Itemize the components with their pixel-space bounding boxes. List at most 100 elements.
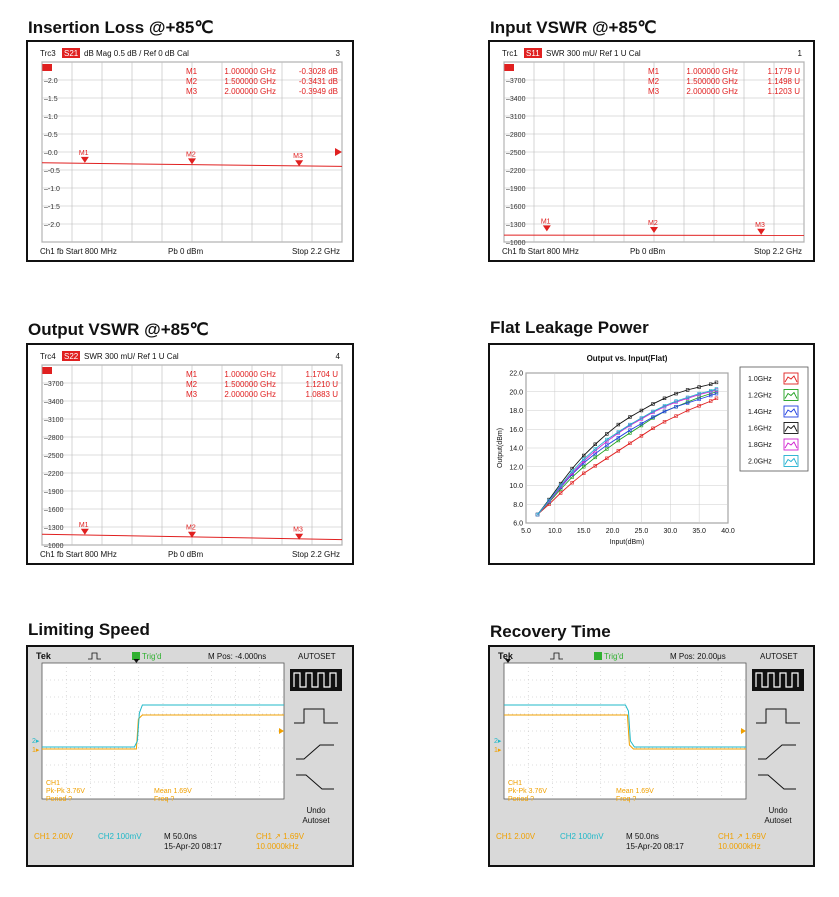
readout-marker: M1 [186,370,198,379]
data-point [616,422,621,427]
y-tick-label: –3100 [506,114,526,121]
ref-badge [42,367,52,374]
y-tick-label: –0.0 [44,150,58,157]
marker-triangle [650,227,658,234]
autoset-undo-label: Autoset [764,816,792,825]
readout-value: 1.1704 U [306,370,339,379]
y-tick-label: –-1.0 [44,186,60,193]
ch2-marker: 2▸ [32,738,40,745]
y-tick-label: –2500 [44,453,64,460]
readout-freq: 1.000000 GHz [224,370,276,379]
data-point [593,447,597,451]
ch1-readout: Pk-Pk 3.76V [508,788,547,795]
status-ch1: CH1 2.00V [496,832,536,841]
output-vswr-svg: Trc4 S22 SWR 300 mU/ Ref 1 U Cal 4 –3700 –340… [40,351,343,559]
data-point [605,432,609,436]
y-tick-label: –2800 [44,435,64,442]
readout-freq: 1.000000 GHz [224,67,276,76]
marker-triangle [295,160,304,167]
data-point [697,385,701,389]
limiting-speed-svg: Tek Trig'd M Pos: -4.000ns AUTOSET 2▸ 1▸ CH1Pk… [32,651,342,851]
readout-value: 1.1210 U [306,380,339,389]
data-point [651,409,655,414]
y-tick-label: –2200 [44,471,64,478]
data-point [662,420,667,424]
trigger-mode-icon [550,652,563,660]
legend-label: 1.8GHz [748,442,772,449]
data-point [558,483,563,488]
square-wave-icon [755,672,799,688]
y-tick-label: –1900 [44,489,64,496]
x-axis-label: Input(dBm) [610,539,645,546]
data-point [639,408,644,413]
data-point [708,393,713,398]
data-point [662,404,667,408]
readout-freq: 1.500000 GHz [686,77,738,86]
ch1-marker: 1▸ [494,747,502,754]
data-point [674,414,678,418]
format-label: dB Mag 0.5 dB / Ref 0 dB Cal [84,49,189,58]
status-date: 15-Apr-20 08:17 [164,842,222,851]
y-tick-label: –2800 [506,132,526,139]
trigger-level-arrow [279,728,284,734]
ch1-readout: CH1 [46,780,60,787]
data-point [708,399,713,403]
input-vswr-chart: Trc1 S11 SWR 300 mU/ Ref 1 U Cal 1 –3700 –340… [488,40,815,262]
ch2-marker: 2▸ [494,738,502,745]
rising-edge-icon [758,744,796,760]
data-point [714,380,719,385]
y-tick-label: –2200 [506,168,526,175]
readout-value: 1.1203 U [768,87,801,96]
marker-label: M2 [648,220,658,227]
y-tick-label: 12.0 [509,464,523,471]
data-point [639,434,644,438]
trigger-level-arrow [741,728,746,734]
ch2-trace [504,704,746,748]
trigger-pos-arrow [133,659,140,663]
x-tick-label: 40.0 [721,528,735,535]
data-point [639,416,644,420]
data-point [714,396,719,401]
m-pos: M Pos: 20.00μs [670,652,726,661]
readout-value: 1.0883 U [306,390,339,399]
ch1-readout: CH1 [508,780,522,787]
output-vswr-chart: Trc4 S22 SWR 300 mU/ Ref 1 U Cal 4 –3700 –340… [26,343,354,565]
ch1-marker: 1▸ [32,747,40,754]
recovery-time-svg: Tek Trig'd M Pos: 20.00μs AUTOSET 2▸ 1▸ CH1Pk-… [494,651,804,851]
y-tick-label: –2.0 [44,78,58,85]
data-point [662,396,667,401]
m-pos: M Pos: -4.000ns [208,652,266,661]
legend-label: 1.2GHz [748,393,772,400]
data-point [714,391,719,396]
data-point [616,435,621,440]
marker-label: M1 [541,218,551,225]
mean-readout: Mean 1.69V [154,788,192,795]
data-point [697,391,701,396]
data-point [685,401,690,405]
mean-readout: Freq ? [616,796,636,803]
status-date: 15-Apr-20 08:17 [626,842,684,851]
y-tick-label: –1300 [44,525,64,532]
ch1-readout: Period ? [508,796,534,803]
data-point [547,498,551,503]
readout-marker: M1 [186,67,198,76]
status-ch1: CH1 2.00V [34,832,74,841]
marker-triangle [80,528,89,535]
legend-label: 1.6GHz [748,426,772,433]
footer-stop: Stop 2.2 GHz [292,247,340,256]
y-axis-label: Output(dBm) [497,428,504,468]
data-point [651,415,655,419]
footer-start: Ch1 fb Start 800 MHz [40,550,117,559]
marker-triangle [295,533,304,540]
readout-value: -0.3028 dB [299,67,338,76]
marker-label: M2 [186,151,196,158]
marker-label: M2 [186,525,196,532]
trace-label: Trc1 [502,49,518,58]
trace-label: Trc3 [40,49,56,58]
tek-logo: Tek [36,651,52,661]
data-point [593,464,597,468]
y-tick-label: –1600 [44,507,64,514]
data-point [616,430,621,434]
readout-freq: 1.000000 GHz [686,67,738,76]
autoset-label: AUTOSET [760,652,798,661]
